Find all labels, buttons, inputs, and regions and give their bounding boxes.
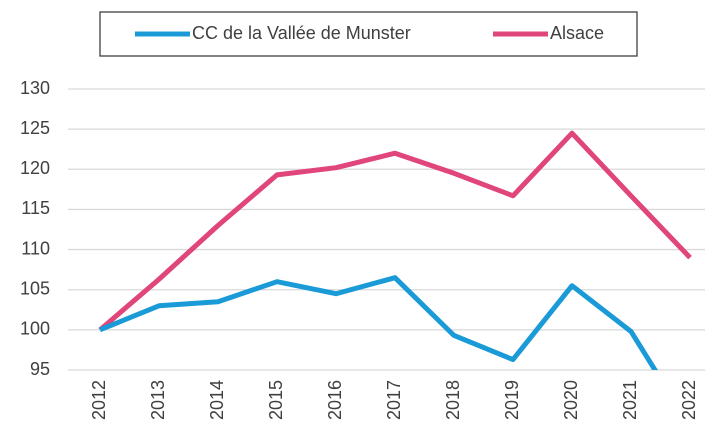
x-tick-label: 2012 xyxy=(89,380,109,420)
x-tick-label: 2022 xyxy=(679,380,699,420)
y-tick-label: 115 xyxy=(21,198,50,218)
series-line xyxy=(99,275,658,370)
x-tick-label: 2018 xyxy=(443,380,463,420)
x-tick-label: 2014 xyxy=(207,380,227,420)
legend-label: CC de la Vallée de Munster xyxy=(192,23,411,43)
y-tick-label: 130 xyxy=(20,78,50,98)
x-tick-label: 2021 xyxy=(620,380,640,420)
y-tick-label: 100 xyxy=(20,319,50,339)
y-tick-label: 105 xyxy=(20,278,50,298)
x-tick-label: 2016 xyxy=(325,380,345,420)
legend-label: Alsace xyxy=(550,23,604,43)
x-tick-label: 2017 xyxy=(384,380,404,420)
y-tick-label: 110 xyxy=(21,238,50,258)
x-tick-label: 2019 xyxy=(502,380,522,420)
y-tick-label: 120 xyxy=(20,158,50,178)
x-tick-label: 2020 xyxy=(561,380,581,420)
y-tick-label: 125 xyxy=(20,118,50,138)
legend-box xyxy=(99,11,638,57)
x-tick-label: 2015 xyxy=(266,380,286,420)
x-tick-label: 2013 xyxy=(148,380,168,420)
series-line xyxy=(98,130,692,332)
y-tick-label: 95 xyxy=(30,359,50,379)
